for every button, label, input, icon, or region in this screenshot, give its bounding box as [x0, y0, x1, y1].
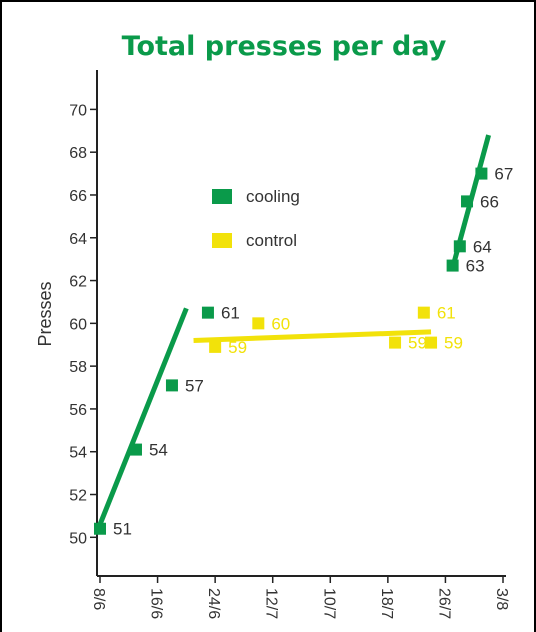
control-point	[209, 340, 222, 353]
x-tick-label: 24/6	[205, 588, 222, 619]
y-tick-label: 50	[69, 530, 87, 547]
control-data-label: 61	[437, 304, 456, 323]
cooling-point	[165, 379, 178, 392]
cooling-point	[446, 259, 459, 272]
cooling-data-label: 66	[480, 192, 499, 211]
y-tick-label: 62	[69, 274, 87, 291]
cooling-point	[201, 306, 214, 319]
cooling-data-label: 54	[149, 441, 168, 460]
y-axis-label: Presses	[35, 281, 55, 346]
axes: 50 52 54 56 58 60 62 64 66 68 70 8/6 16/6 24/6 12/7 10/…	[69, 70, 510, 619]
control-point	[417, 306, 430, 319]
y-tick-label: 60	[69, 316, 87, 333]
cooling-data-label: 63	[466, 257, 485, 276]
control-data-label: 59	[444, 334, 463, 353]
cooling-data-label: 51	[113, 520, 132, 539]
cooling-point	[475, 167, 488, 180]
x-tick-label: 10/7	[320, 588, 337, 619]
cooling-data-label: 67	[494, 165, 513, 184]
cooling-legend-swatch	[212, 189, 232, 204]
y-tick-label: 64	[69, 231, 87, 248]
legend: cooling control	[212, 187, 300, 250]
y-tick-label: 68	[69, 145, 87, 162]
y-tick-label: 52	[69, 488, 87, 505]
cooling-data-label: 57	[185, 376, 204, 395]
y-tick-label: 56	[69, 402, 87, 419]
control-data-label: 60	[271, 314, 290, 333]
control-data-label: 59	[408, 334, 427, 353]
cooling-point	[461, 195, 474, 208]
chart-title: Total presses per day	[122, 31, 447, 62]
y-tick-label: 66	[69, 188, 87, 205]
cooling-data-label: 64	[473, 237, 492, 256]
y-tick-label: 54	[69, 445, 87, 462]
control-legend-label: control	[246, 231, 297, 250]
x-tick-label: 3/8	[493, 588, 510, 610]
control-point	[425, 336, 438, 349]
cooling-legend-label: cooling	[246, 187, 300, 206]
control-point	[389, 336, 402, 349]
control-data-label: 59	[228, 338, 247, 357]
cooling-data-label: 61	[221, 304, 240, 323]
cooling-trend-line	[97, 307, 189, 526]
x-tick-label: 18/7	[378, 588, 395, 619]
x-tick-label: 26/7	[435, 588, 452, 619]
y-tick-label: 70	[69, 102, 87, 119]
control-legend-swatch	[212, 233, 232, 248]
x-tick-label: 12/7	[263, 588, 280, 619]
x-tick-label: 8/6	[90, 588, 107, 610]
cooling-point	[94, 522, 106, 535]
y-tick-label: 58	[69, 359, 87, 376]
cooling-point	[453, 240, 466, 253]
cooling-point	[129, 443, 142, 456]
control-trend-line	[193, 329, 432, 343]
control-point	[252, 317, 265, 330]
x-tick-label: 16/6	[148, 588, 165, 619]
